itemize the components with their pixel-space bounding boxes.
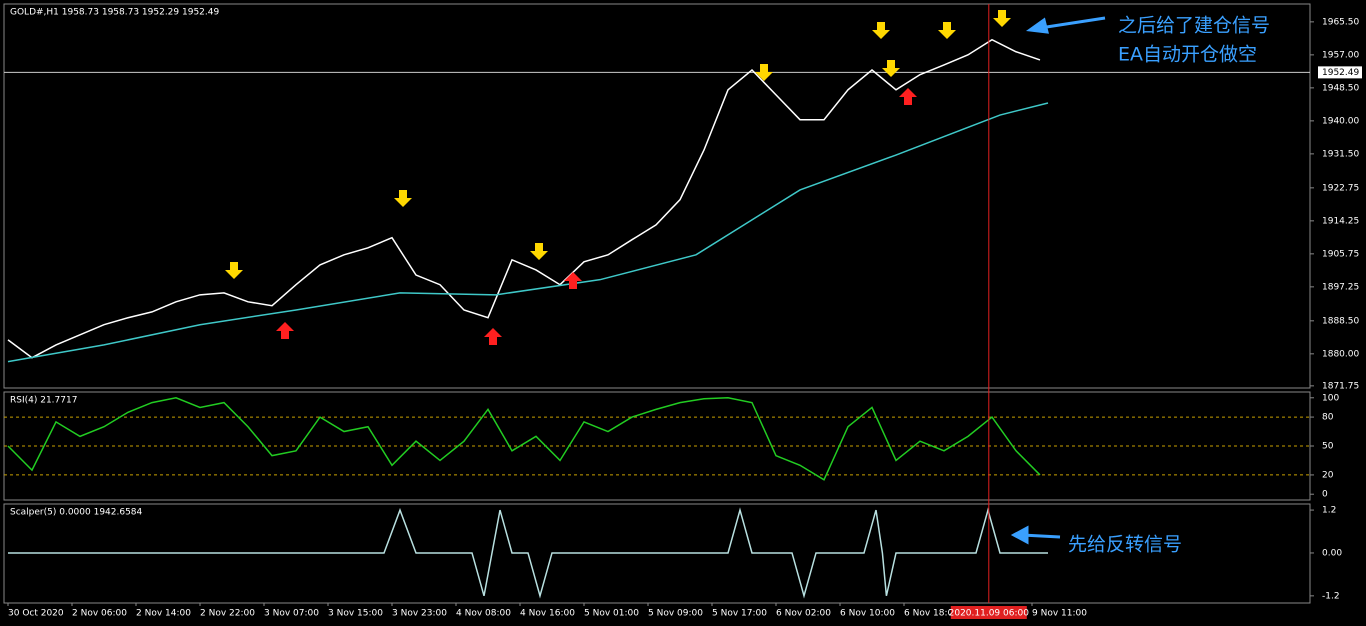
x-tick-label: 2 Nov 14:00 — [136, 609, 191, 619]
x-tick-label: 5 Nov 01:00 — [584, 609, 639, 619]
x-tick-label: 30 Oct 2020 — [8, 609, 64, 619]
y-tick-label: 1940.00 — [1322, 116, 1359, 126]
current-price-label: 1952.49 — [1322, 68, 1359, 78]
y-tick-label: 1922.75 — [1322, 183, 1359, 193]
series-line — [7, 102, 1049, 363]
x-tick-label: 3 Nov 15:00 — [328, 609, 383, 619]
arrow-head — [1010, 525, 1029, 545]
panel-frame — [3, 3, 1311, 389]
y-tick-label: -1.2 — [1322, 591, 1340, 601]
annotation: 先给反转信号 — [1068, 534, 1182, 556]
y-tick-label: 1965.50 — [1322, 17, 1359, 27]
y-tick-label: 20 — [1322, 470, 1334, 480]
series-line — [8, 507, 1048, 599]
x-tick-label: 3 Nov 07:00 — [264, 609, 319, 619]
y-tick-label: 1931.50 — [1322, 149, 1359, 159]
panel-title: RSI(4) 21.7717 — [10, 396, 77, 406]
x-tick-label: 2 Nov 22:00 — [200, 609, 255, 619]
arrow-head — [1025, 17, 1049, 34]
x-tick-label: 6 Nov 10:00 — [840, 609, 895, 619]
x-tick-label: 5 Nov 09:00 — [648, 609, 703, 619]
x-tick-label: 3 Nov 23:00 — [392, 609, 447, 619]
current-price-box — [1318, 66, 1362, 79]
x-tick-label: 9 Nov 11:00 — [1032, 609, 1087, 619]
panel-frame — [3, 503, 1311, 604]
series-line — [7, 397, 1041, 481]
annotation: 之后给了建仓信号 — [1118, 15, 1270, 37]
y-tick-label: 1957.00 — [1322, 50, 1359, 60]
crosshair-label: 2020.11.09 06:00 — [949, 609, 1030, 619]
arrow-line — [1039, 16, 1106, 30]
panel-title: GOLD#,H1 1958.73 1958.73 1952.29 1952.49 — [10, 8, 219, 18]
y-tick-label: 1888.50 — [1322, 316, 1359, 326]
x-tick-label: 4 Nov 08:00 — [456, 609, 511, 619]
y-tick-label: 0 — [1322, 490, 1328, 500]
x-tick-label: 6 Nov 02:00 — [776, 609, 831, 619]
y-tick-label: 1948.50 — [1322, 83, 1359, 93]
y-tick-label: 1897.25 — [1322, 282, 1359, 292]
annotation-arrows — [1010, 16, 1106, 545]
crosshair-box — [950, 606, 1027, 619]
y-tick-label: 1914.25 — [1322, 216, 1359, 226]
y-tick-label: 0.00 — [1322, 548, 1342, 558]
y-tick-label: 1905.75 — [1322, 249, 1359, 259]
series-line — [7, 38, 1041, 359]
x-tick-label: 6 Nov 18:00 — [904, 609, 959, 619]
y-tick-label: 100 — [1322, 393, 1339, 403]
y-tick-label: 1.2 — [1322, 506, 1336, 516]
panel-title: Scalper(5) 0.0000 1942.6584 — [10, 508, 143, 518]
y-tick-label: 1880.00 — [1322, 349, 1359, 359]
y-tick-label: 50 — [1322, 442, 1334, 452]
annotation: EA自动开仓做空 — [1118, 44, 1257, 66]
x-tick-label: 2 Nov 06:00 — [72, 609, 127, 619]
x-tick-label: 4 Nov 16:00 — [520, 609, 575, 619]
y-tick-label: 1871.75 — [1322, 381, 1359, 391]
x-tick-label: 5 Nov 17:00 — [712, 609, 767, 619]
y-tick-label: 80 — [1322, 413, 1334, 423]
